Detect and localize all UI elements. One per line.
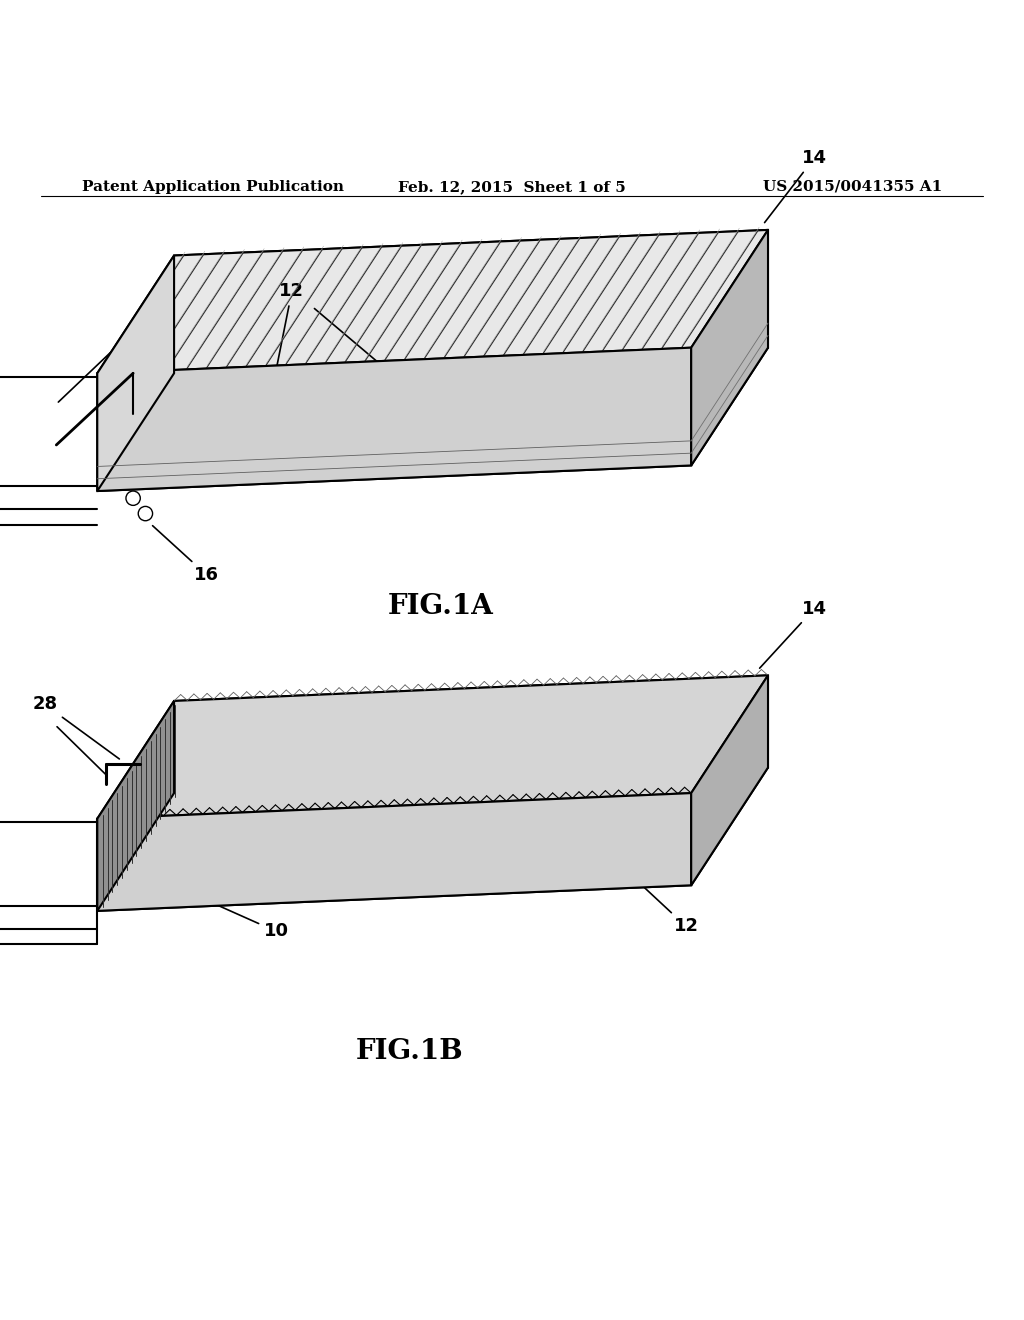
Text: Patent Application Publication: Patent Application Publication	[82, 180, 344, 194]
Text: 10: 10	[58, 293, 176, 403]
Circle shape	[126, 491, 140, 506]
Text: FIG.1B: FIG.1B	[355, 1038, 464, 1065]
Polygon shape	[97, 347, 691, 491]
Polygon shape	[691, 230, 768, 466]
Text: 26: 26	[290, 738, 322, 808]
Polygon shape	[97, 793, 691, 911]
Text: 10: 10	[186, 891, 289, 940]
Text: Feb. 12, 2015  Sheet 1 of 5: Feb. 12, 2015 Sheet 1 of 5	[398, 180, 626, 194]
Polygon shape	[97, 230, 768, 374]
Text: FIG.1A: FIG.1A	[387, 593, 494, 620]
Polygon shape	[97, 676, 768, 818]
Polygon shape	[691, 676, 768, 886]
Polygon shape	[174, 230, 768, 374]
Text: 12: 12	[278, 282, 304, 366]
Text: US 2015/0041355 A1: US 2015/0041355 A1	[763, 180, 942, 194]
Polygon shape	[97, 767, 768, 911]
Polygon shape	[174, 676, 768, 793]
Text: 28: 28	[32, 696, 120, 759]
Circle shape	[138, 507, 153, 520]
Polygon shape	[97, 347, 768, 491]
Text: 16: 16	[153, 525, 219, 585]
Polygon shape	[97, 701, 174, 911]
Text: 14: 14	[765, 149, 826, 223]
Text: 12: 12	[616, 862, 698, 936]
Text: 14: 14	[760, 599, 826, 668]
Polygon shape	[97, 256, 174, 491]
